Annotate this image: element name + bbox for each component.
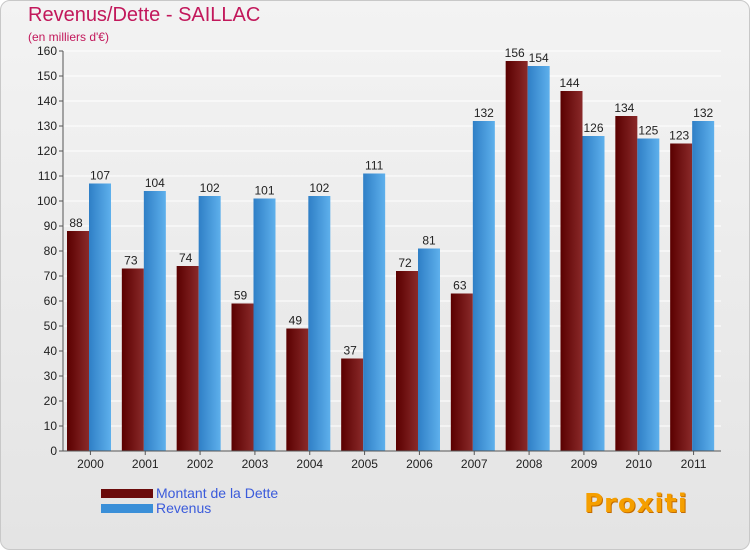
chart-subtitle: (en milliers d'€) [28, 30, 109, 44]
data-label-dette: 144 [559, 76, 579, 90]
data-label-revenus: 81 [422, 234, 436, 248]
y-tick-label: 140 [37, 94, 57, 108]
bar-revenus [692, 121, 715, 451]
legend-label-revenus: Revenus [156, 500, 212, 516]
data-label-dette: 156 [505, 46, 525, 60]
y-tick-label: 60 [44, 294, 58, 308]
y-tick-label: 10 [44, 419, 58, 433]
chart-title: Revenus/Dette - SAILLAC [28, 4, 261, 26]
x-tick-label: 2006 [406, 457, 433, 471]
y-tick-label: 120 [37, 144, 57, 158]
data-label-dette: 74 [179, 251, 193, 265]
y-tick-label: 80 [44, 244, 58, 258]
data-label-dette: 63 [453, 279, 467, 293]
grid-lines [63, 50, 721, 452]
bar-dette [231, 303, 254, 451]
data-label-revenus: 132 [474, 106, 494, 120]
data-label-dette: 72 [398, 256, 412, 270]
data-label-revenus: 125 [638, 124, 658, 138]
y-tick-label: 90 [44, 219, 58, 233]
data-label-revenus: 111 [365, 159, 384, 173]
data-label-revenus: 101 [254, 184, 274, 198]
x-tick-label: 2007 [461, 457, 488, 471]
bar-revenus [472, 121, 495, 451]
x-tick-label: 2005 [351, 457, 378, 471]
bar-revenus [418, 248, 440, 451]
bar-dette [176, 266, 199, 451]
x-tick-label: 2004 [296, 457, 323, 471]
x-tick-label: 2000 [77, 457, 104, 471]
bar-revenus [527, 66, 550, 451]
y-tick-label: 110 [38, 169, 57, 183]
y-tick-label: 130 [37, 119, 57, 133]
bar-revenus [89, 183, 111, 451]
bar-revenus [363, 173, 386, 451]
legend-swatch-dette [101, 489, 153, 498]
y-tick-label: 70 [44, 269, 58, 283]
x-tick-label: 2003 [242, 457, 269, 471]
legend-swatch-revenus [101, 504, 153, 513]
x-tick-label: 2009 [571, 457, 598, 471]
y-tick-label: 0 [50, 444, 57, 458]
bar-revenus [582, 136, 605, 451]
bar-revenus [308, 196, 331, 451]
data-label-revenus: 132 [693, 106, 713, 120]
bar-dette [505, 61, 528, 451]
x-tick-label: 2008 [516, 457, 543, 471]
data-label-dette: 88 [69, 216, 83, 230]
bar-revenus [253, 198, 276, 451]
y-tick-label: 30 [44, 369, 58, 383]
axes: 0 10 20 30 40 50 60 70 80 90 100 110 120 130 140 150 160… [37, 44, 721, 471]
bars [67, 61, 715, 451]
proxiti-logo: Proxiti [584, 489, 688, 519]
bar-dette [121, 268, 144, 451]
y-tick-label: 160 [37, 44, 57, 58]
y-tick-label: 100 [37, 194, 57, 208]
bar-revenus [143, 191, 166, 451]
data-label-revenus: 154 [529, 51, 549, 65]
bar-dette [341, 358, 364, 451]
data-label-dette: 49 [289, 314, 303, 328]
legend-label-dette: Montant de la Dette [156, 485, 279, 501]
bar-revenus [637, 138, 660, 451]
y-tick-label: 150 [37, 69, 57, 83]
bar-revenus [198, 196, 221, 451]
bar-dette [560, 91, 583, 451]
y-tick-label: 50 [44, 319, 58, 333]
data-label-dette: 73 [124, 254, 138, 268]
bar-dette [450, 293, 473, 451]
data-labels: 88 107 73 104 74 102 59 101 49 102 37 111 72 81 63 132 1… [69, 46, 713, 358]
y-tick-label: 20 [44, 394, 58, 408]
bar-dette [615, 116, 638, 451]
data-label-dette: 123 [669, 129, 689, 143]
data-label-dette: 37 [343, 344, 357, 358]
x-tick-label: 2010 [625, 457, 652, 471]
bar-dette [670, 143, 693, 451]
data-label-revenus: 107 [90, 169, 110, 183]
y-tick-label: 40 [44, 344, 58, 358]
data-label-revenus: 102 [200, 181, 220, 195]
bar-dette [286, 328, 309, 451]
bar-dette [67, 231, 89, 451]
x-tick-label: 2001 [132, 457, 159, 471]
data-label-revenus: 102 [309, 181, 329, 195]
data-label-revenus: 104 [145, 176, 165, 190]
data-label-dette: 59 [234, 289, 248, 303]
x-tick-label: 2002 [187, 457, 214, 471]
bar-dette [396, 271, 418, 451]
x-tick-label: 2011 [681, 457, 707, 471]
data-label-dette: 134 [614, 101, 634, 115]
data-label-revenus: 126 [583, 121, 603, 135]
